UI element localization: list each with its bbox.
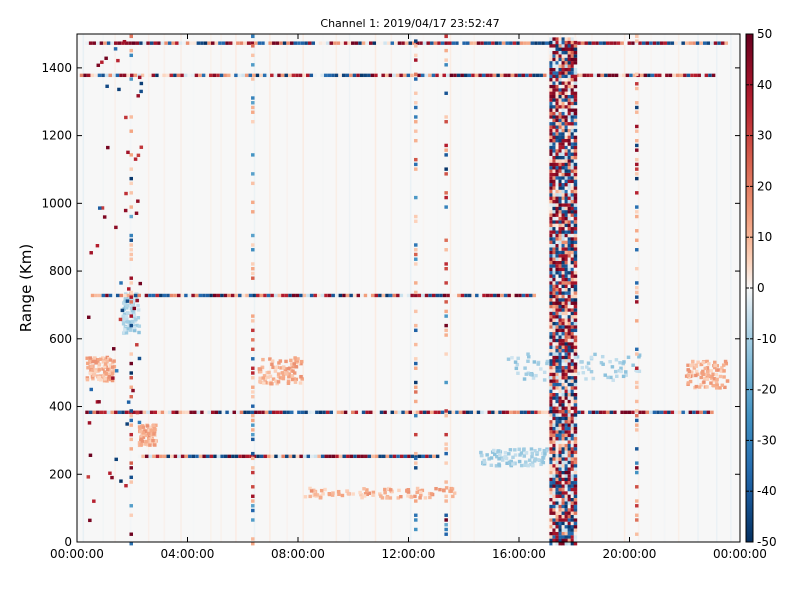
colorbar-tick-label: 40 — [757, 78, 772, 92]
colorbar-tick-label: -50 — [757, 535, 777, 549]
colorbar-tick-label: -20 — [757, 383, 777, 397]
y-tick-label: 800 — [49, 264, 72, 278]
colorbar-tick-label: 30 — [757, 129, 772, 143]
x-axis: 00:00:00 04:00:00 08:00:00 12:00:00 16:00:00… — [50, 34, 767, 561]
x-tick-label: 12:00:00 — [382, 547, 436, 561]
y-axis: 0 200 400 600 800 1000 1200 1400 — [41, 61, 740, 549]
y-tick-label: 400 — [49, 400, 72, 414]
y-tick-label: 1000 — [41, 196, 72, 210]
colorbar-tick-label: 10 — [757, 230, 772, 244]
y-axis-label: Range (Km) — [17, 244, 35, 332]
y-tick-label: 0 — [64, 535, 72, 549]
y-tick-label: 1200 — [41, 129, 72, 143]
y-tick-label: 200 — [49, 467, 72, 481]
colorbar-tick-label: 50 — [757, 27, 772, 41]
x-tick-label: 08:00:00 — [271, 547, 325, 561]
y-tick-label: 1400 — [41, 61, 72, 75]
x-tick-label: 16:00:00 — [492, 547, 546, 561]
colorbar-tick-label: -40 — [757, 484, 777, 498]
heatmap-area — [77, 34, 740, 546]
x-tick-label: 00:00:00 — [50, 547, 104, 561]
chart-title: Channel 1: 2019/04/17 23:52:47 — [320, 17, 499, 30]
y-tick-label: 600 — [49, 332, 72, 346]
colorbar-tick-label: 0 — [757, 281, 765, 295]
colorbar-tick-label: -30 — [757, 433, 777, 447]
x-tick-label: 20:00:00 — [603, 547, 657, 561]
x-tick-label: 00:00:00 — [713, 547, 767, 561]
colorbar-tick-label: -10 — [757, 332, 777, 346]
colorbar-tick-label: 20 — [757, 179, 772, 193]
x-tick-label: 04:00:00 — [161, 547, 215, 561]
colorbar: 50 40 30 20 10 0 -10 -20 -30 -40 -50 — [745, 27, 777, 549]
